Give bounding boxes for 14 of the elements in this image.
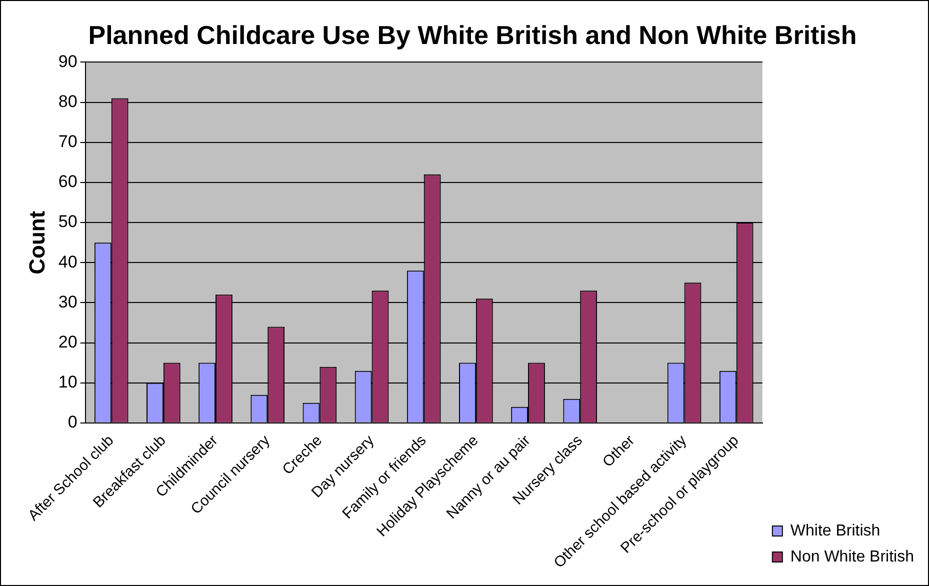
y-tick-label: 90	[58, 52, 78, 71]
y-tick-label: 80	[58, 92, 78, 111]
y-tick-label: 0	[68, 412, 78, 432]
chart-title: Planned Childcare Use By White British and Non White British	[88, 20, 857, 50]
y-axis-title: Count	[24, 210, 50, 274]
y-tick-label: 20	[58, 332, 78, 352]
y-tick-label: 30	[58, 292, 78, 312]
y-tick-label: 40	[58, 252, 78, 272]
y-tick-label: 10	[58, 372, 78, 392]
legend-label: White British	[790, 522, 880, 540]
legend-label: Non White British	[790, 548, 914, 566]
y-tick-label: 60	[58, 172, 78, 192]
y-tick-label: 70	[58, 132, 78, 152]
y-tick-label: 50	[58, 212, 78, 232]
